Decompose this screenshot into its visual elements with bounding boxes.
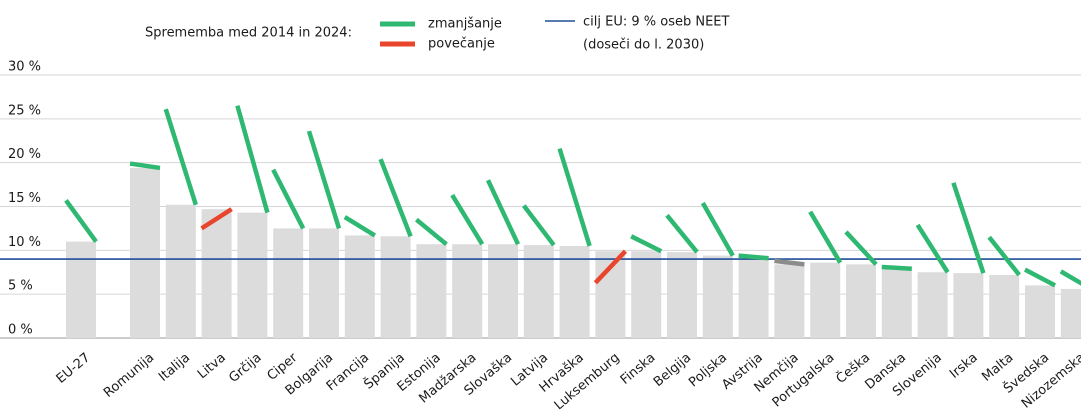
y-tick-label: 30 % bbox=[8, 60, 41, 75]
change-line bbox=[557, 147, 592, 247]
bar bbox=[273, 228, 304, 338]
y-tick-label: 25 % bbox=[8, 103, 41, 118]
x-tick-label: Grčija bbox=[226, 350, 264, 386]
bar bbox=[380, 236, 411, 338]
bar bbox=[309, 228, 339, 338]
x-tick-label: Finska bbox=[618, 350, 659, 387]
change-line bbox=[378, 158, 413, 238]
x-tick-label: Italija bbox=[156, 350, 193, 384]
change-line bbox=[485, 179, 521, 246]
x-tick-label: Irska bbox=[947, 350, 981, 382]
bar bbox=[702, 255, 733, 338]
bar bbox=[237, 212, 268, 338]
change-line bbox=[271, 168, 306, 230]
bar bbox=[344, 235, 375, 338]
change-line bbox=[915, 223, 950, 274]
change-line bbox=[700, 201, 735, 257]
bar bbox=[881, 268, 912, 338]
bar bbox=[667, 252, 697, 338]
bar bbox=[1025, 285, 1055, 338]
legend-label: cilj EU: 9 % oseb NEET bbox=[583, 15, 730, 30]
change-line bbox=[808, 210, 843, 264]
x-tick-label: Romunija bbox=[101, 350, 157, 401]
change-line bbox=[306, 130, 342, 230]
change-line bbox=[64, 199, 98, 243]
change-line bbox=[593, 249, 628, 285]
legend-note: (doseči do l. 2030) bbox=[583, 38, 704, 53]
bar bbox=[416, 244, 447, 338]
x-tick-label: Belgija bbox=[651, 350, 694, 390]
bar bbox=[917, 272, 948, 338]
bar bbox=[523, 245, 554, 338]
bar bbox=[130, 167, 160, 338]
change-line bbox=[630, 234, 663, 254]
change-line bbox=[738, 253, 769, 261]
bar bbox=[559, 245, 590, 338]
bar bbox=[201, 209, 232, 338]
bar bbox=[810, 262, 841, 338]
y-tick-label: 0 % bbox=[8, 323, 33, 338]
bar bbox=[1060, 288, 1081, 338]
legend-label: zmanjšanje bbox=[428, 17, 502, 32]
bar bbox=[774, 264, 805, 338]
change-line bbox=[1059, 269, 1081, 286]
change-line bbox=[129, 161, 161, 171]
change-line bbox=[1023, 267, 1057, 288]
x-tick-label: EU-27 bbox=[54, 350, 93, 387]
change-line bbox=[235, 105, 270, 214]
legend-title: Sprememba med 2014 in 2024: bbox=[145, 26, 352, 41]
bar bbox=[452, 244, 483, 338]
change-line bbox=[665, 213, 699, 254]
legend-label: povečanje bbox=[428, 37, 495, 52]
change-line bbox=[450, 193, 485, 246]
bar bbox=[953, 273, 984, 338]
bar bbox=[631, 251, 662, 338]
bar bbox=[66, 241, 96, 338]
bar bbox=[738, 258, 769, 338]
change-line bbox=[951, 182, 986, 274]
change-line bbox=[774, 258, 805, 267]
bar bbox=[846, 264, 876, 338]
change-line bbox=[343, 215, 376, 238]
change-line bbox=[163, 108, 198, 206]
change-line bbox=[414, 217, 448, 246]
change-line bbox=[881, 264, 912, 271]
change-line bbox=[522, 204, 556, 247]
y-tick-label: 10 % bbox=[8, 235, 41, 250]
change-line bbox=[200, 207, 233, 231]
y-tick-label: 15 % bbox=[8, 191, 41, 206]
y-tick-label: 20 % bbox=[8, 147, 41, 162]
bar bbox=[488, 244, 518, 338]
bar bbox=[989, 274, 1020, 338]
x-tick-label: Litva bbox=[195, 350, 229, 382]
bar bbox=[165, 204, 196, 338]
change-line bbox=[844, 230, 878, 266]
change-line bbox=[987, 235, 1021, 277]
y-tick-label: 5 % bbox=[8, 279, 33, 294]
